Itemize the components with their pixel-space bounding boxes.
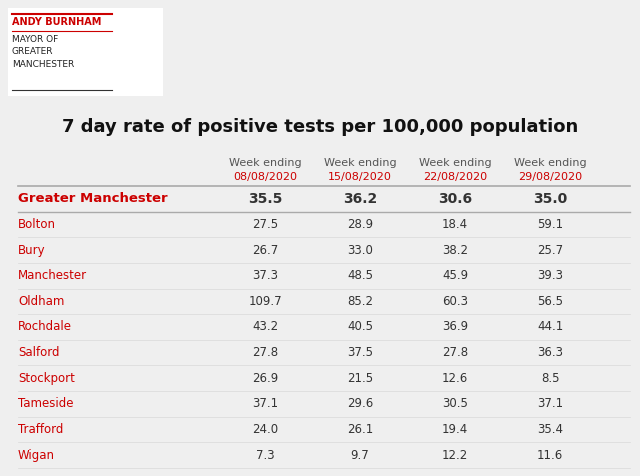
Text: 85.2: 85.2 [347, 295, 373, 308]
Text: 19.4: 19.4 [442, 423, 468, 436]
Text: Week ending: Week ending [514, 158, 586, 168]
Text: 11.6: 11.6 [537, 449, 563, 462]
Text: 35.4: 35.4 [537, 423, 563, 436]
Text: 15/08/2020: 15/08/2020 [328, 172, 392, 182]
Text: 30.6: 30.6 [438, 192, 472, 206]
Text: 33.0: 33.0 [347, 244, 373, 257]
Text: ANDY BURNHAM: ANDY BURNHAM [12, 17, 101, 27]
FancyBboxPatch shape [8, 8, 163, 96]
Text: 28.9: 28.9 [347, 218, 373, 231]
Text: Week ending: Week ending [419, 158, 492, 168]
Text: 36.3: 36.3 [537, 346, 563, 359]
Text: Stockport: Stockport [18, 372, 75, 385]
Text: 7.3: 7.3 [256, 449, 275, 462]
Text: 37.1: 37.1 [252, 397, 278, 410]
Text: 18.4: 18.4 [442, 218, 468, 231]
Text: Wigan: Wigan [18, 449, 55, 462]
Text: Oldham: Oldham [18, 295, 65, 308]
Text: 27.8: 27.8 [442, 346, 468, 359]
Text: 12.2: 12.2 [442, 449, 468, 462]
Text: 7 day rate of positive tests per 100,000 population: 7 day rate of positive tests per 100,000… [62, 118, 578, 136]
Text: 26.9: 26.9 [252, 372, 278, 385]
Text: 21.5: 21.5 [347, 372, 373, 385]
Text: Bury: Bury [18, 244, 45, 257]
Text: 39.3: 39.3 [537, 269, 563, 282]
Text: 45.9: 45.9 [442, 269, 468, 282]
Text: 36.9: 36.9 [442, 320, 468, 334]
Text: 48.5: 48.5 [347, 269, 373, 282]
Text: 8.5: 8.5 [541, 372, 559, 385]
Text: Greater Manchester: Greater Manchester [18, 192, 168, 205]
Text: 27.5: 27.5 [252, 218, 278, 231]
Text: Salford: Salford [18, 346, 60, 359]
Text: Week ending: Week ending [324, 158, 396, 168]
Text: Trafford: Trafford [18, 423, 63, 436]
Text: 37.3: 37.3 [252, 269, 278, 282]
Text: 12.6: 12.6 [442, 372, 468, 385]
Text: Bolton: Bolton [18, 218, 56, 231]
Text: 25.7: 25.7 [537, 244, 563, 257]
Text: 36.2: 36.2 [343, 192, 377, 206]
Text: 29/08/2020: 29/08/2020 [518, 172, 582, 182]
Text: 37.1: 37.1 [537, 397, 563, 410]
Text: 35.0: 35.0 [533, 192, 567, 206]
Text: 27.8: 27.8 [252, 346, 278, 359]
Text: 59.1: 59.1 [537, 218, 563, 231]
Text: 30.5: 30.5 [442, 397, 468, 410]
Text: 109.7: 109.7 [248, 295, 282, 308]
Text: MAYOR OF
GREATER
MANCHESTER: MAYOR OF GREATER MANCHESTER [12, 35, 74, 69]
Text: Manchester: Manchester [18, 269, 87, 282]
Text: 35.5: 35.5 [248, 192, 282, 206]
Text: 38.2: 38.2 [442, 244, 468, 257]
Text: 60.3: 60.3 [442, 295, 468, 308]
Text: 24.0: 24.0 [252, 423, 278, 436]
Text: 9.7: 9.7 [351, 449, 369, 462]
Text: 44.1: 44.1 [537, 320, 563, 334]
Text: 22/08/2020: 22/08/2020 [423, 172, 487, 182]
Text: 26.1: 26.1 [347, 423, 373, 436]
Text: 26.7: 26.7 [252, 244, 278, 257]
Text: 56.5: 56.5 [537, 295, 563, 308]
Text: 37.5: 37.5 [347, 346, 373, 359]
Text: 40.5: 40.5 [347, 320, 373, 334]
Text: 08/08/2020: 08/08/2020 [233, 172, 297, 182]
Text: 43.2: 43.2 [252, 320, 278, 334]
Text: Rochdale: Rochdale [18, 320, 72, 334]
Text: 29.6: 29.6 [347, 397, 373, 410]
Text: Tameside: Tameside [18, 397, 74, 410]
Text: Week ending: Week ending [228, 158, 301, 168]
